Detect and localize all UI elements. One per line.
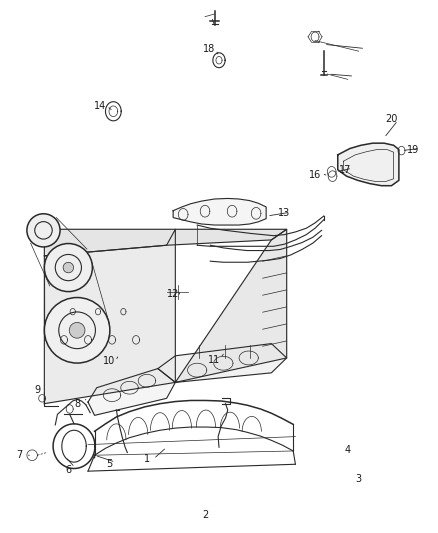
Text: 12: 12 bbox=[167, 289, 179, 299]
Text: 2: 2 bbox=[202, 510, 208, 520]
Text: 1: 1 bbox=[144, 454, 150, 464]
Circle shape bbox=[44, 297, 110, 363]
Text: 13: 13 bbox=[278, 208, 290, 219]
Polygon shape bbox=[158, 344, 287, 382]
Text: 17: 17 bbox=[339, 165, 352, 175]
Circle shape bbox=[63, 262, 74, 273]
Text: 3: 3 bbox=[356, 474, 362, 484]
Polygon shape bbox=[44, 229, 175, 403]
Polygon shape bbox=[88, 368, 175, 415]
Text: 11: 11 bbox=[208, 354, 220, 365]
Text: 7: 7 bbox=[16, 450, 22, 460]
Polygon shape bbox=[338, 143, 399, 185]
Circle shape bbox=[27, 214, 60, 247]
Text: 8: 8 bbox=[74, 399, 80, 409]
Text: 6: 6 bbox=[65, 465, 71, 474]
Text: 5: 5 bbox=[106, 459, 112, 469]
Circle shape bbox=[69, 322, 85, 338]
Text: 10: 10 bbox=[103, 356, 115, 366]
Text: 14: 14 bbox=[94, 101, 106, 111]
Circle shape bbox=[44, 244, 92, 292]
Text: 9: 9 bbox=[35, 385, 41, 395]
Text: 20: 20 bbox=[385, 114, 398, 124]
Text: 4: 4 bbox=[345, 445, 351, 455]
Text: 19: 19 bbox=[407, 144, 420, 155]
Polygon shape bbox=[173, 198, 266, 225]
Text: 16: 16 bbox=[309, 170, 321, 180]
Polygon shape bbox=[175, 229, 287, 382]
Polygon shape bbox=[44, 229, 287, 256]
Text: 18: 18 bbox=[203, 44, 215, 53]
